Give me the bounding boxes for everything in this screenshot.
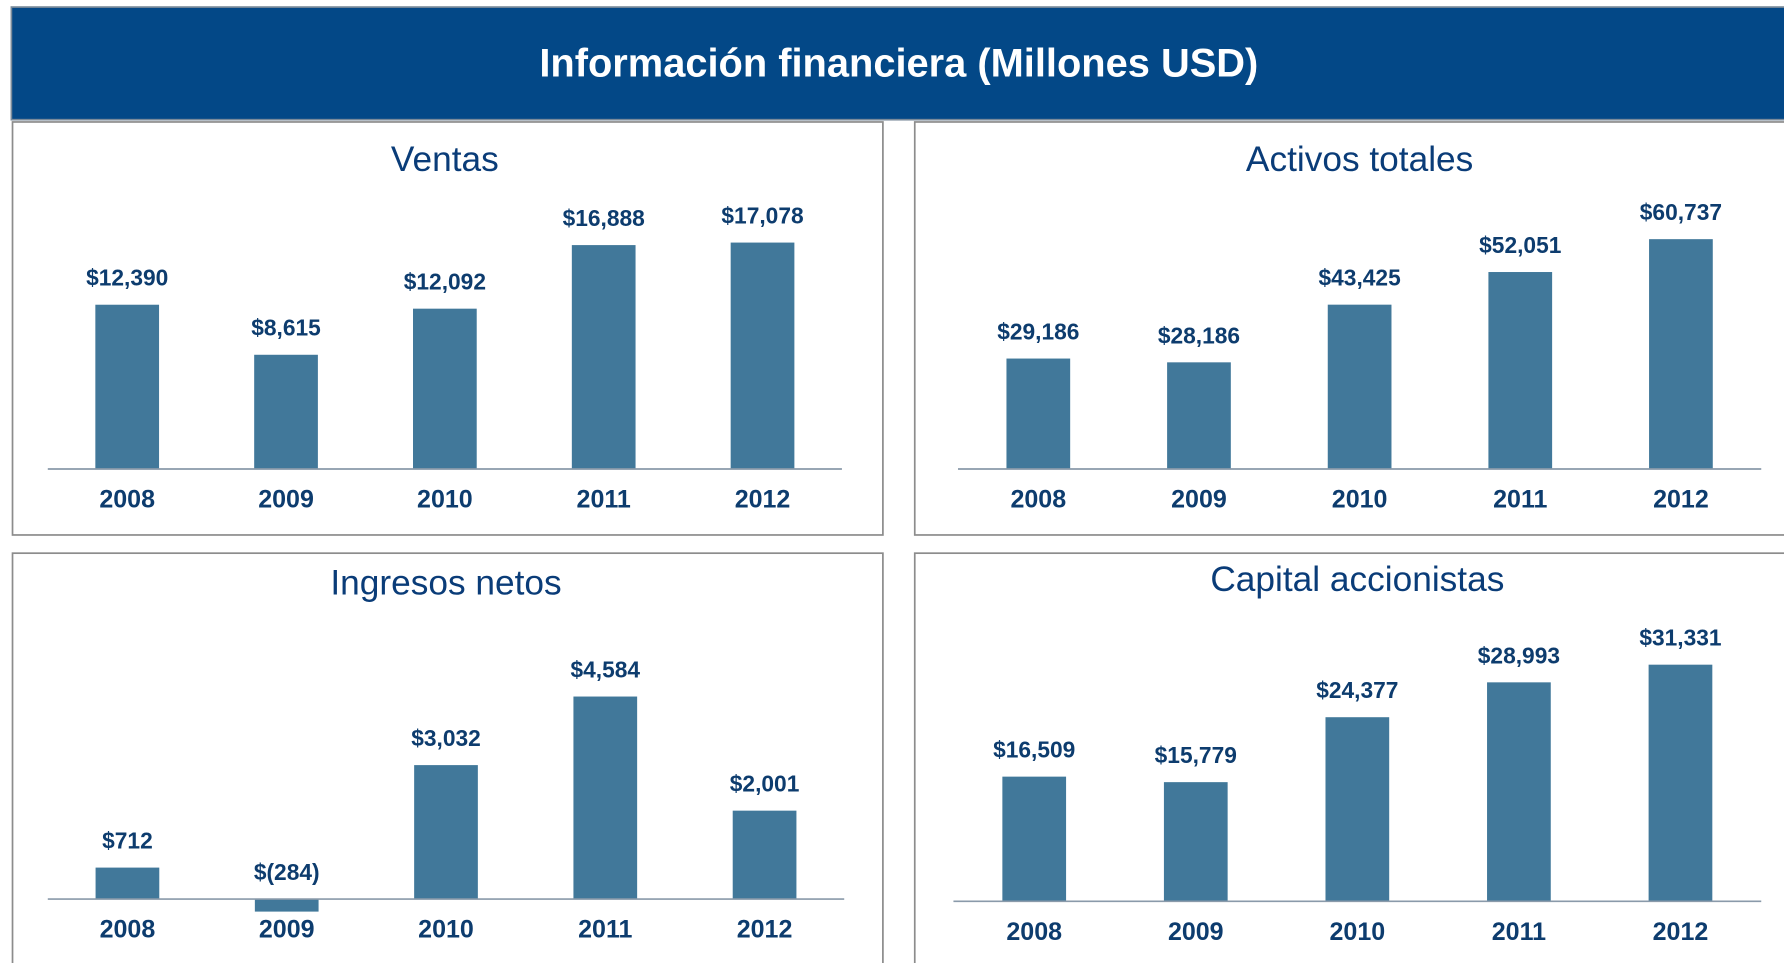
bar bbox=[1163, 782, 1228, 902]
panel bbox=[11, 552, 884, 963]
bar bbox=[254, 899, 319, 912]
value-label: $43,425 bbox=[1318, 265, 1401, 291]
value-label: $(284) bbox=[254, 859, 320, 885]
value-label: $4,584 bbox=[570, 657, 640, 683]
category-label: 2012 bbox=[737, 916, 793, 944]
category-label: 2011 bbox=[577, 485, 631, 513]
header-bar bbox=[10, 6, 1784, 121]
bar bbox=[1487, 682, 1551, 902]
category-label: 2009 bbox=[259, 916, 315, 944]
bar bbox=[571, 245, 636, 469]
bar bbox=[573, 696, 638, 900]
category-label: 2012 bbox=[1653, 918, 1709, 946]
value-label: $12,390 bbox=[86, 265, 168, 291]
value-label: $15,779 bbox=[1155, 742, 1237, 768]
value-label: $28,186 bbox=[1158, 322, 1240, 348]
bar bbox=[1327, 304, 1392, 469]
category-label: 2008 bbox=[1010, 485, 1066, 513]
category-label: 2009 bbox=[258, 485, 314, 513]
value-label: $3,032 bbox=[411, 725, 481, 751]
category-label: 2010 bbox=[418, 916, 474, 944]
value-label: $31,331 bbox=[1639, 625, 1722, 651]
bar bbox=[1167, 362, 1231, 469]
value-label: $17,078 bbox=[721, 203, 803, 229]
chart-title: Ventas bbox=[391, 140, 499, 179]
bar bbox=[95, 867, 160, 900]
category-label: 2010 bbox=[417, 485, 473, 513]
category-label: 2012 bbox=[735, 485, 791, 513]
category-label: 2010 bbox=[1332, 485, 1388, 513]
category-label: 2008 bbox=[1006, 918, 1062, 946]
category-label: 2009 bbox=[1168, 918, 1224, 946]
category-label: 2008 bbox=[100, 916, 156, 944]
value-label: $2,001 bbox=[730, 771, 800, 797]
value-label: $24,377 bbox=[1316, 677, 1398, 703]
value-label: $8,615 bbox=[251, 315, 321, 341]
panel bbox=[913, 121, 1784, 536]
bar bbox=[732, 810, 797, 900]
header-title: Información financiera (Millones USD) bbox=[539, 42, 1258, 86]
bar bbox=[730, 242, 795, 469]
chart-title: Ingresos netos bbox=[330, 563, 561, 602]
value-label: $16,509 bbox=[993, 737, 1075, 763]
category-label: 2011 bbox=[578, 916, 632, 944]
bar bbox=[95, 304, 160, 469]
bar bbox=[1006, 358, 1071, 469]
value-label: $28,993 bbox=[1478, 642, 1560, 668]
chart-title: Activos totales bbox=[1246, 140, 1473, 179]
category-label: 2011 bbox=[1492, 918, 1546, 946]
category-label: 2011 bbox=[1493, 485, 1547, 513]
value-label: $712 bbox=[102, 828, 153, 854]
category-label: 2008 bbox=[99, 485, 155, 513]
panel bbox=[913, 552, 1784, 963]
panel bbox=[11, 121, 884, 536]
value-label: $16,888 bbox=[563, 205, 645, 231]
value-label: $12,092 bbox=[404, 269, 486, 295]
bar bbox=[414, 765, 478, 900]
chart-title: Capital accionistas bbox=[1210, 560, 1504, 599]
value-label: $52,051 bbox=[1479, 232, 1562, 258]
bar bbox=[1649, 239, 1713, 469]
category-label: 2009 bbox=[1171, 485, 1227, 513]
value-label: $29,186 bbox=[997, 319, 1079, 345]
value-label: $60,737 bbox=[1640, 199, 1722, 225]
bar bbox=[1488, 272, 1553, 469]
bar bbox=[1648, 664, 1713, 902]
category-label: 2012 bbox=[1653, 485, 1709, 513]
bar bbox=[254, 354, 318, 469]
category-label: 2010 bbox=[1330, 918, 1386, 946]
bar bbox=[413, 308, 477, 469]
bar bbox=[1002, 776, 1067, 902]
bar bbox=[1325, 717, 1390, 902]
